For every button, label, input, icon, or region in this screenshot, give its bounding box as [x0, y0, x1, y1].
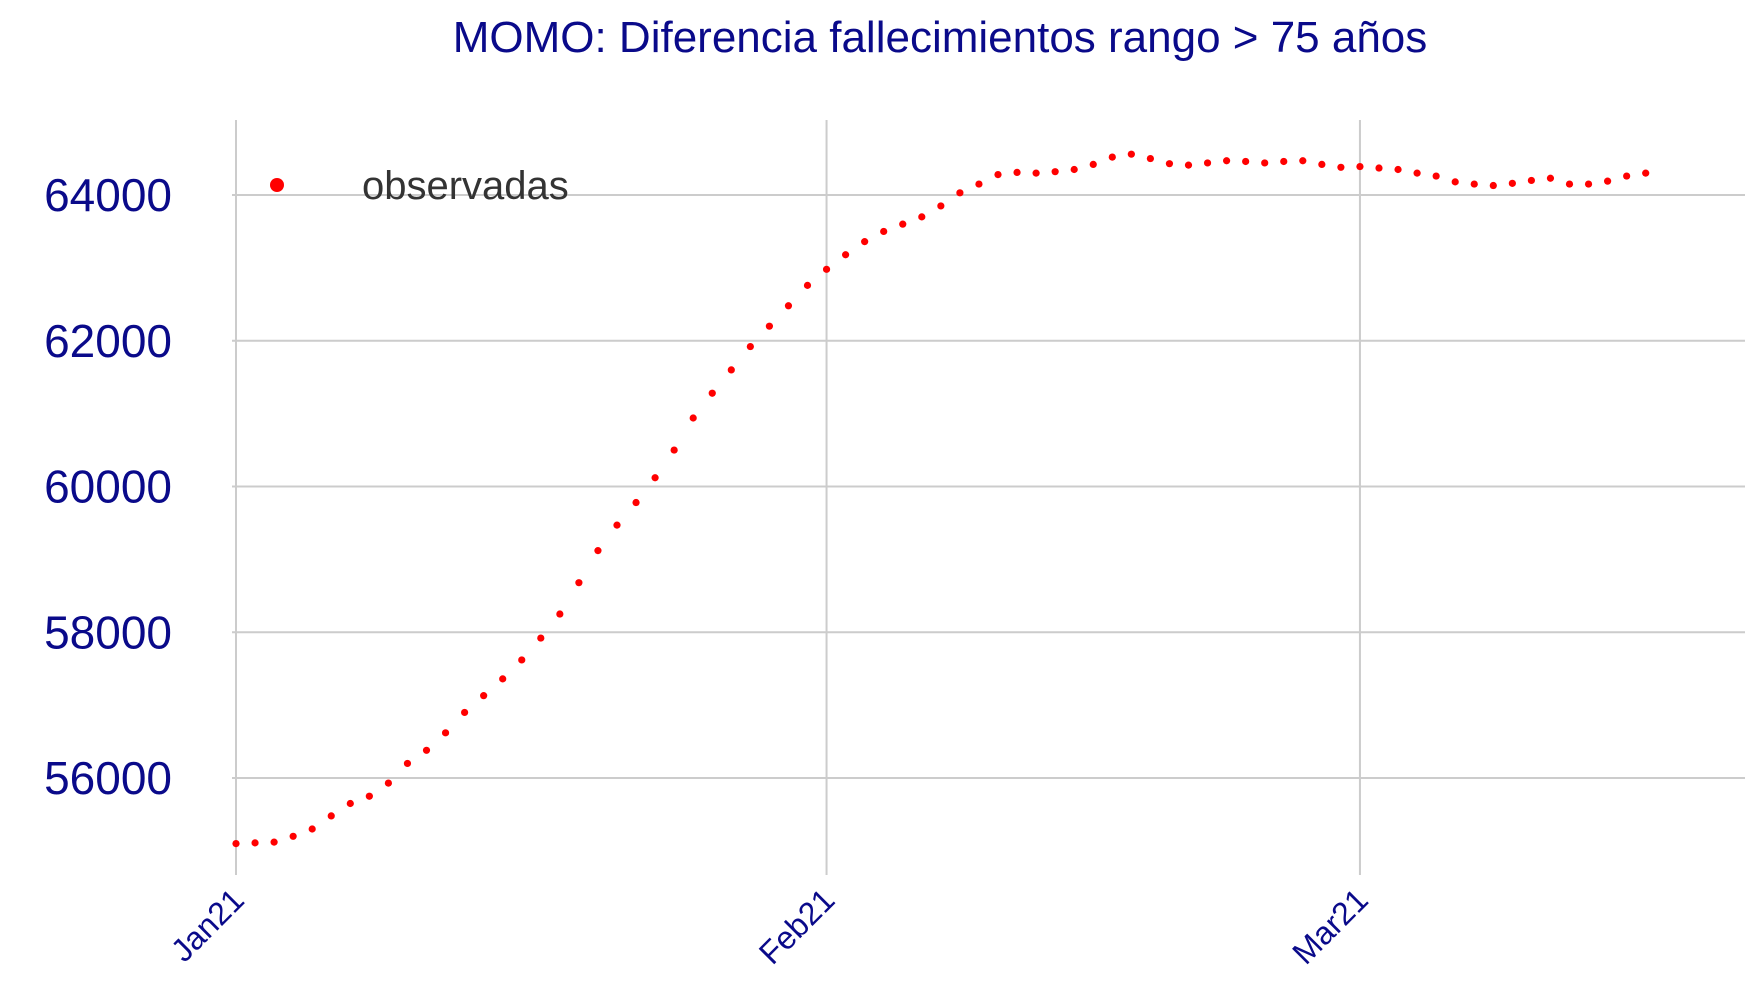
data-point — [956, 189, 964, 197]
data-point — [1508, 179, 1516, 187]
series-observadas — [232, 150, 1650, 848]
data-point — [880, 227, 888, 236]
data-point — [537, 634, 545, 642]
y-tick-label: 58000 — [44, 606, 172, 658]
data-point — [1642, 169, 1650, 177]
data-point — [861, 238, 869, 246]
legend-marker — [270, 178, 284, 192]
y-tick-label: 64000 — [44, 169, 172, 221]
x-tick-label: Jan21 — [164, 881, 251, 968]
x-tick-label: Mar21 — [1285, 881, 1375, 971]
data-point — [1299, 157, 1307, 165]
data-point — [1375, 164, 1383, 172]
data-point — [613, 521, 621, 529]
data-point — [1127, 150, 1135, 158]
data-point — [575, 579, 583, 587]
data-point — [1203, 159, 1212, 167]
data-point — [1470, 180, 1478, 188]
data-point — [499, 675, 507, 683]
data-point — [1146, 154, 1154, 163]
data-point — [1070, 165, 1078, 174]
data-point — [1032, 169, 1040, 177]
data-point — [937, 202, 945, 210]
x-gridlines — [235, 120, 1361, 875]
data-point — [899, 220, 907, 228]
data-point — [1013, 168, 1021, 177]
data-point — [1184, 161, 1193, 169]
data-point — [556, 610, 564, 618]
data-point — [1489, 181, 1497, 190]
data-point — [461, 708, 469, 717]
data-point — [727, 366, 735, 374]
y-tick-label: 56000 — [44, 752, 172, 804]
data-point — [384, 779, 392, 787]
data-point — [1584, 180, 1593, 188]
y-tick-labels: 56000 58000 60000 62000 64000 — [44, 169, 172, 804]
data-point — [708, 389, 716, 397]
x-tick-labels: Jan21 Feb21 Mar21 — [164, 881, 1375, 971]
data-point — [1261, 159, 1269, 167]
data-point — [422, 746, 431, 754]
data-point — [308, 825, 316, 833]
data-point — [1051, 168, 1059, 176]
legend: observadas — [270, 164, 569, 208]
y-tick-label: 60000 — [44, 461, 172, 513]
data-point — [632, 498, 640, 507]
data-point — [1432, 172, 1440, 180]
chart-title: MOMO: Diferencia fallecimientos rango > … — [453, 13, 1428, 62]
data-point — [1108, 153, 1116, 161]
data-point — [441, 729, 450, 737]
data-point — [1223, 157, 1231, 165]
data-point — [1394, 165, 1402, 174]
data-point — [994, 170, 1002, 179]
data-point — [251, 839, 259, 847]
data-point — [594, 547, 602, 555]
data-point — [480, 692, 488, 700]
data-point — [1413, 169, 1421, 177]
data-point — [822, 265, 831, 273]
data-point — [689, 414, 697, 422]
data-point — [746, 342, 754, 351]
data-point — [1604, 177, 1612, 185]
data-point — [365, 792, 373, 800]
data-point — [1356, 162, 1364, 171]
data-point — [1165, 160, 1174, 168]
data-point — [403, 759, 412, 768]
x-tick-label: Feb21 — [752, 881, 842, 971]
data-point — [289, 832, 297, 840]
data-point — [1527, 176, 1535, 185]
data-point — [1089, 160, 1097, 168]
data-point — [270, 838, 278, 846]
data-point — [670, 446, 678, 454]
data-point — [346, 799, 354, 808]
data-point — [1318, 160, 1326, 168]
data-point — [1623, 172, 1631, 180]
legend-label: observadas — [362, 164, 569, 208]
data-point — [784, 302, 793, 310]
y-tick-label: 62000 — [44, 315, 172, 367]
data-point — [1280, 157, 1288, 166]
data-point — [327, 812, 335, 820]
data-point — [232, 839, 240, 848]
data-point — [1242, 157, 1250, 166]
data-point — [1565, 180, 1574, 188]
data-point — [975, 180, 983, 188]
y-gridlines — [232, 194, 1745, 779]
data-point — [518, 656, 526, 664]
data-point — [803, 281, 812, 289]
data-point — [1546, 174, 1555, 182]
data-point — [918, 213, 926, 221]
data-point — [1451, 178, 1459, 186]
data-point — [651, 474, 659, 482]
data-point — [765, 322, 774, 330]
data-point — [1337, 163, 1345, 171]
data-point — [842, 251, 850, 259]
